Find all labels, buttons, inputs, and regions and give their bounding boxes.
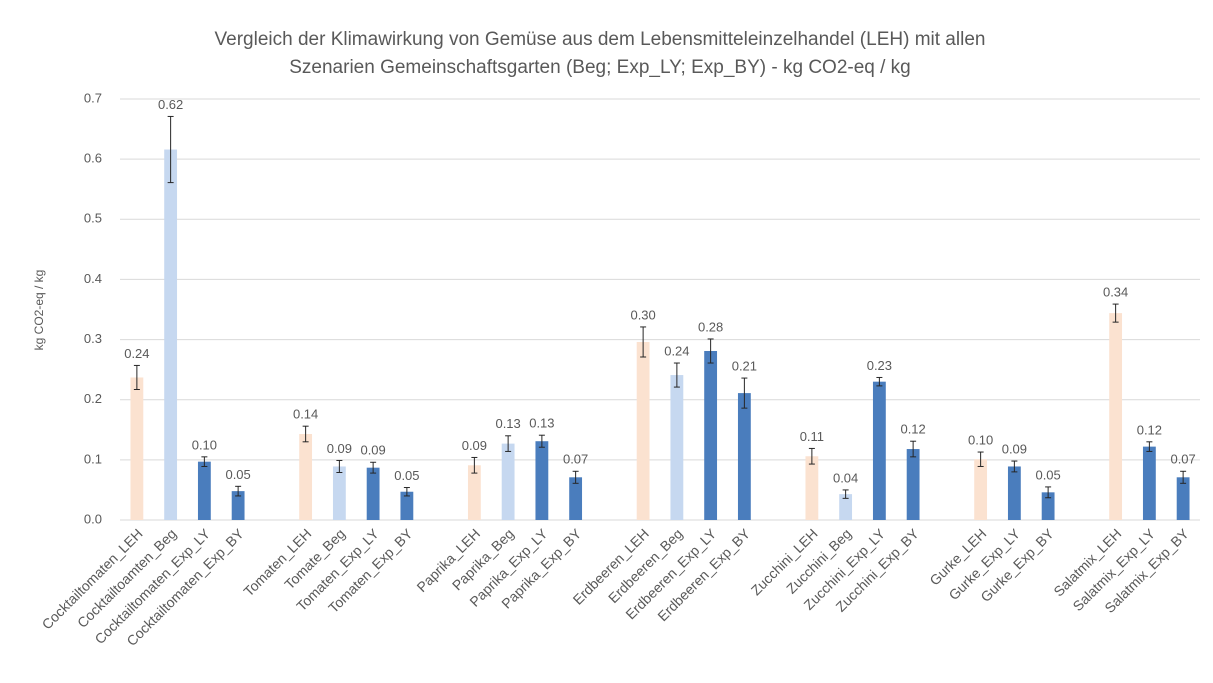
bar xyxy=(737,393,751,520)
bar xyxy=(299,433,313,520)
data-label: 0.05 xyxy=(394,468,419,483)
bar xyxy=(1007,466,1021,520)
data-label: 0.30 xyxy=(630,307,655,322)
bar xyxy=(906,449,920,520)
bar xyxy=(974,459,988,520)
chart-title: Vergleich der Klimawirkung von Gemüse au… xyxy=(215,29,986,50)
y-tick-label: 0.7 xyxy=(84,90,102,105)
data-label: 0.09 xyxy=(462,438,487,453)
bar xyxy=(704,350,718,520)
bar xyxy=(467,465,481,520)
data-label: 0.13 xyxy=(529,416,554,431)
y-tick-label: 0.5 xyxy=(84,211,102,226)
data-label: 0.21 xyxy=(732,359,757,374)
bar xyxy=(231,491,245,520)
data-label: 0.09 xyxy=(327,441,352,456)
bar xyxy=(839,494,853,520)
bar xyxy=(805,456,819,520)
y-tick-label: 0.1 xyxy=(84,451,102,466)
y-tick-label: 0.4 xyxy=(84,271,102,286)
data-label: 0.10 xyxy=(968,432,993,447)
bar xyxy=(670,375,684,520)
data-label: 0.14 xyxy=(293,407,318,422)
bar xyxy=(197,461,211,520)
y-axis-label: kg CO2-eq / kg xyxy=(32,270,46,351)
data-label: 0.09 xyxy=(1002,441,1027,456)
data-label: 0.13 xyxy=(495,416,520,431)
data-label: 0.07 xyxy=(563,452,588,467)
bar xyxy=(130,377,144,520)
data-label: 0.28 xyxy=(698,319,723,334)
y-tick-label: 0.2 xyxy=(84,391,102,406)
data-label: 0.11 xyxy=(800,429,824,444)
bar xyxy=(1142,446,1156,520)
data-label: 0.34 xyxy=(1103,285,1128,300)
bar xyxy=(400,491,414,520)
data-label: 0.09 xyxy=(360,443,385,458)
data-label: 0.12 xyxy=(1137,422,1162,437)
bar xyxy=(872,381,886,520)
bar xyxy=(636,341,650,520)
bar xyxy=(1109,313,1123,520)
bar xyxy=(569,477,583,520)
y-tick-label: 0.6 xyxy=(84,151,102,166)
data-label: 0.07 xyxy=(1170,452,1195,467)
bar xyxy=(332,466,346,520)
chart-title: Szenarien Gemeinschaftsgarten (Beg; Exp_… xyxy=(289,57,911,78)
data-label: 0.04 xyxy=(833,470,858,485)
bar xyxy=(535,441,549,520)
data-label: 0.23 xyxy=(867,358,892,373)
data-label: 0.05 xyxy=(1035,467,1060,482)
bar xyxy=(501,443,515,520)
data-label: 0.12 xyxy=(900,422,925,437)
bar xyxy=(1041,492,1055,520)
bar xyxy=(1176,477,1190,520)
bar xyxy=(366,467,380,520)
data-label: 0.24 xyxy=(124,346,149,361)
bar xyxy=(164,149,178,520)
data-label: 0.62 xyxy=(158,97,183,112)
y-tick-label: 0.0 xyxy=(84,511,102,526)
data-label: 0.05 xyxy=(225,467,250,482)
y-tick-label: 0.3 xyxy=(84,331,102,346)
data-label: 0.24 xyxy=(664,343,689,358)
data-label: 0.10 xyxy=(192,437,217,452)
